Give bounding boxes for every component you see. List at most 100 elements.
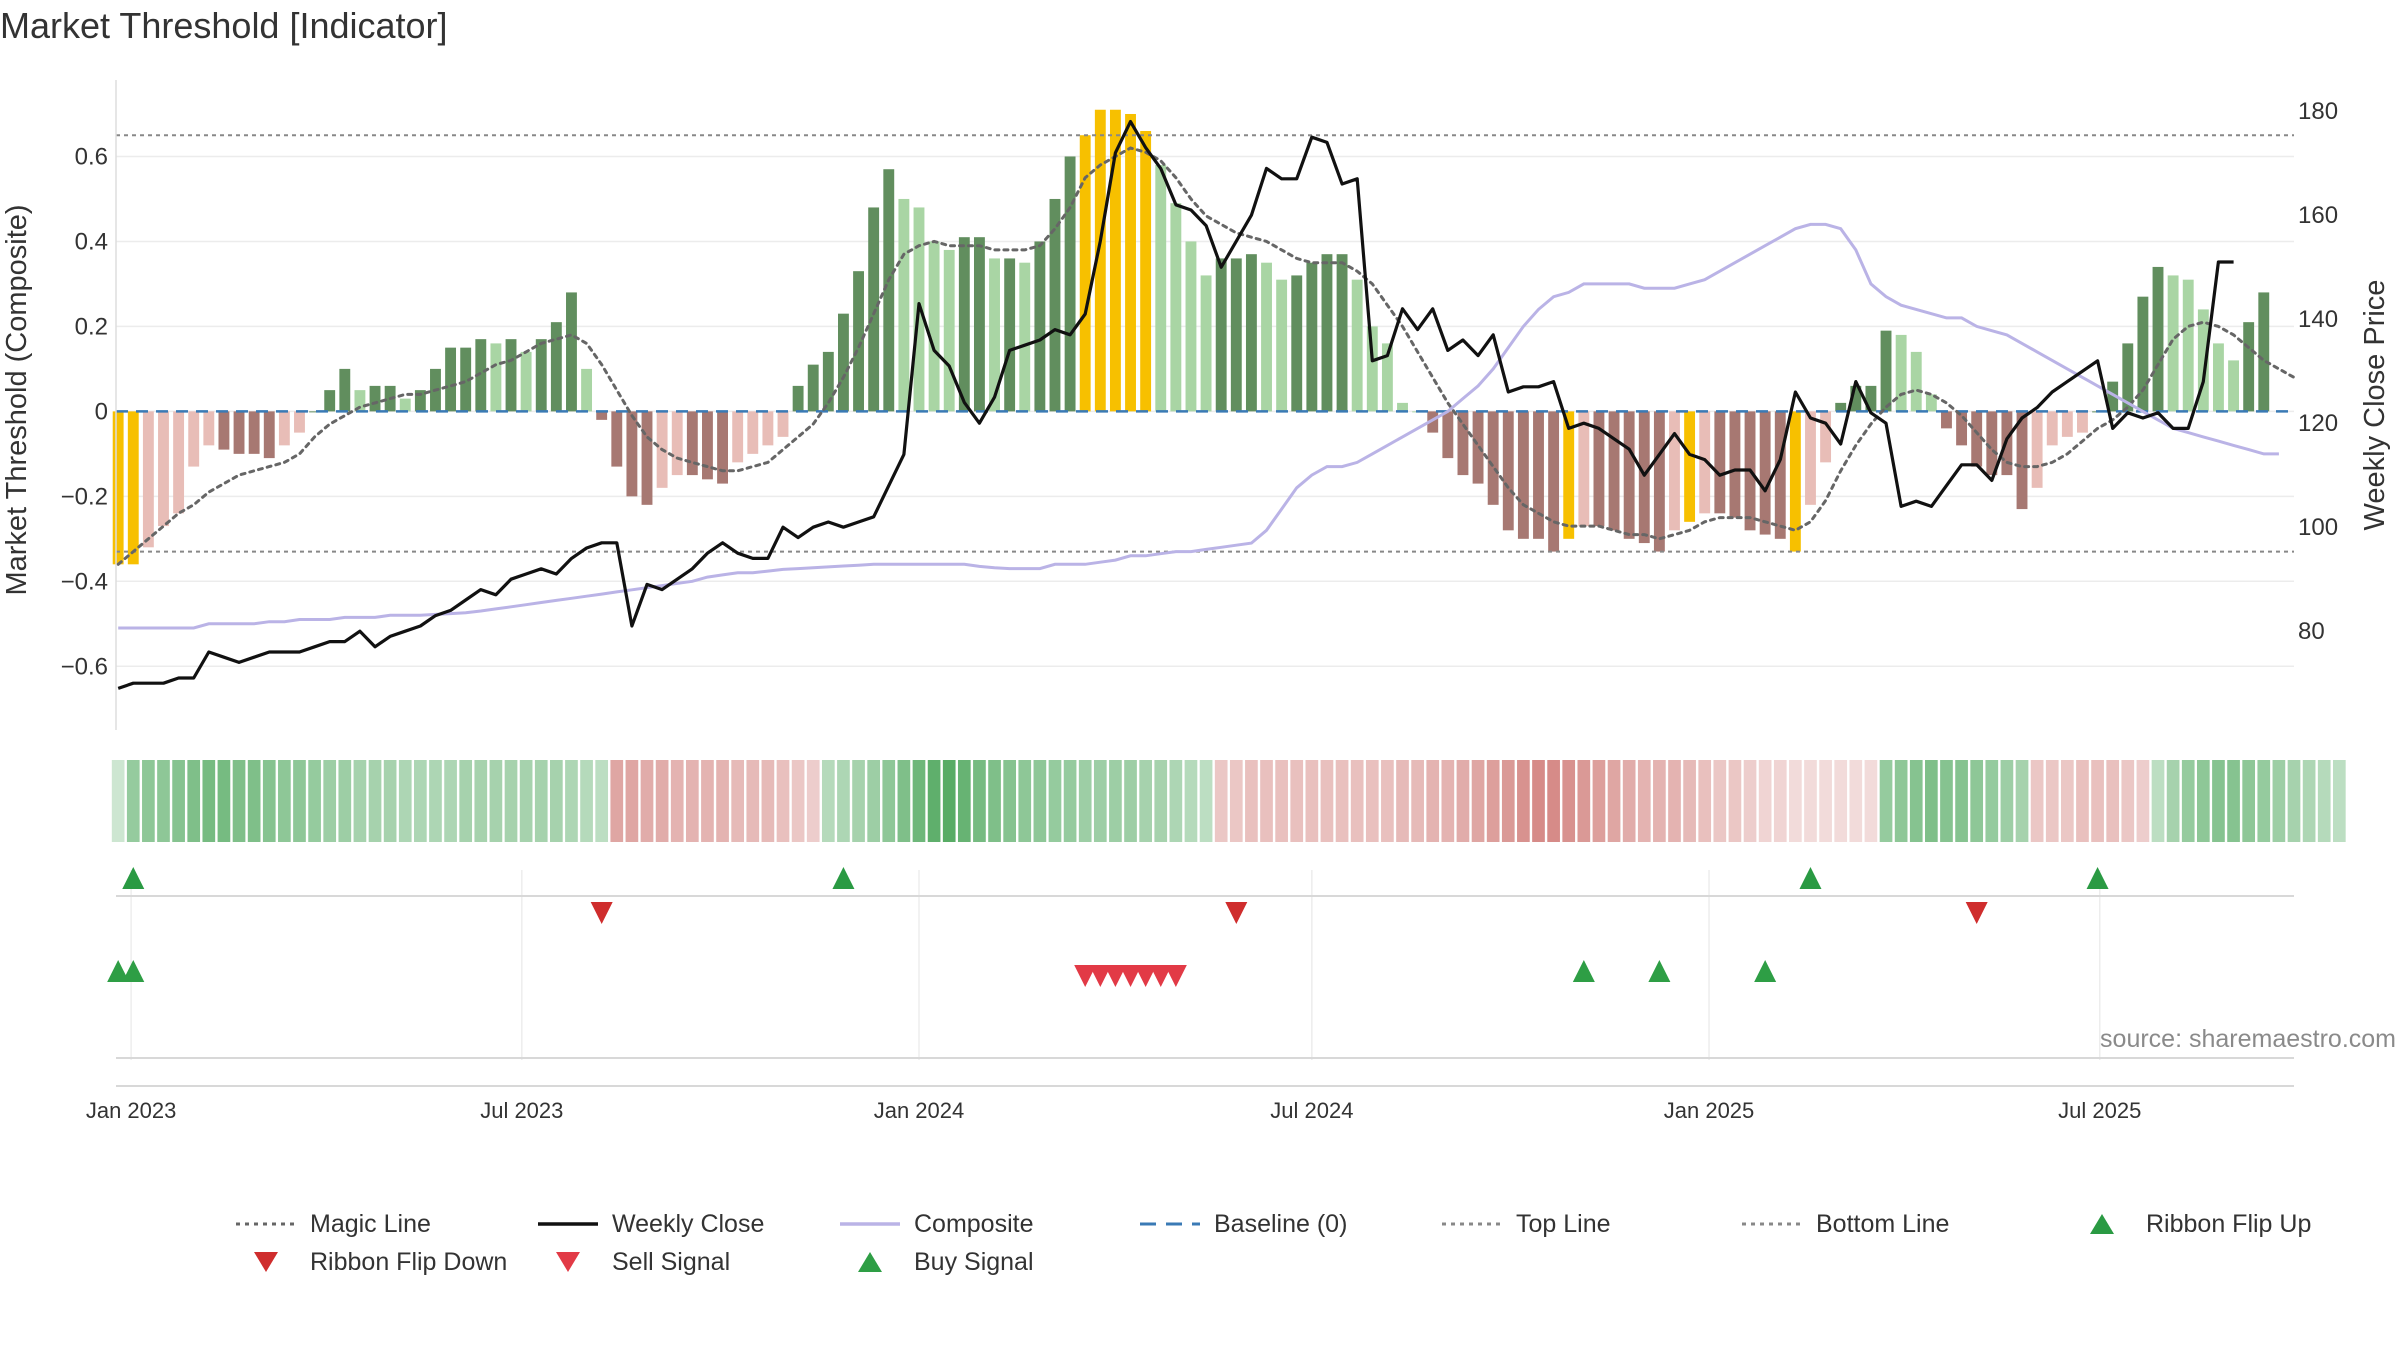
ribbon-segment xyxy=(1003,760,1016,842)
composite-bar xyxy=(898,198,910,412)
x-tick-label: Jul 2025 xyxy=(2058,1098,2141,1123)
composite-bar xyxy=(1381,343,1393,412)
composite-bar xyxy=(2031,411,2043,488)
composite-bar xyxy=(1623,411,1635,539)
ribbon-segment xyxy=(1411,760,1424,842)
ribbon-segment xyxy=(1909,760,1923,842)
legend-label: Buy Signal xyxy=(914,1248,1034,1276)
ribbon-segment xyxy=(2106,760,2120,842)
composite-bar xyxy=(1986,411,1998,476)
legend-item: Top Line xyxy=(1442,1210,1611,1238)
ribbon-segment xyxy=(1260,760,1273,842)
ribbon-flip-up-marker xyxy=(122,867,145,889)
ribbon-segment xyxy=(157,760,170,842)
ribbon-segment xyxy=(625,760,639,842)
composite-bar xyxy=(792,385,804,412)
composite-bar xyxy=(2213,343,2224,412)
composite-line xyxy=(118,222,2279,630)
legend-item: Composite xyxy=(840,1210,1034,1238)
legend-item: Baseline (0) xyxy=(1140,1210,1347,1238)
composite-bar xyxy=(1155,164,1167,412)
y-tick-label: 0 xyxy=(95,398,108,425)
composite-bar xyxy=(1638,411,1650,544)
buy-signal-marker xyxy=(1754,960,1777,982)
composite-bar xyxy=(1019,262,1031,412)
ribbon-segment xyxy=(142,760,155,842)
composite-bar xyxy=(732,411,744,463)
composite-bar xyxy=(1291,275,1303,412)
composite-bar xyxy=(490,343,502,412)
composite-bar xyxy=(294,411,305,433)
ribbon-segment xyxy=(1124,760,1137,842)
ribbon-segment xyxy=(1381,760,1394,842)
ribbon-segment xyxy=(2181,760,2195,842)
composite-bar xyxy=(611,411,623,467)
ribbon-segment xyxy=(610,760,624,842)
legend-label: Ribbon Flip Down xyxy=(310,1248,507,1276)
ribbon-segment xyxy=(1501,760,1515,842)
composite-bar xyxy=(2258,292,2270,412)
ribbon-segment xyxy=(973,760,986,842)
ribbon-segment xyxy=(1879,760,1893,842)
sell-signal-marker xyxy=(1104,965,1127,987)
y2-tick-label: 160 xyxy=(2298,202,2338,229)
legend-item: Weekly Close xyxy=(538,1210,764,1238)
ribbon-segment xyxy=(2151,760,2165,842)
composite-bar xyxy=(702,411,713,480)
ribbon-segment xyxy=(519,760,533,842)
ribbon-segment xyxy=(912,760,926,842)
ribbon-segment xyxy=(580,760,593,842)
composite-bar xyxy=(1895,334,1907,412)
composite-bar xyxy=(747,411,759,454)
ribbon-segment xyxy=(1396,760,1409,842)
y-tick-label: −0.4 xyxy=(61,568,108,595)
ribbon-segment xyxy=(1078,760,1092,842)
composite-bar xyxy=(1971,411,1983,467)
composite-bar xyxy=(1321,254,1333,412)
ribbon-segment xyxy=(1622,760,1636,842)
legend-item: Bottom Line xyxy=(1742,1210,1949,1238)
composite-bar xyxy=(1064,156,1076,412)
ribbon-segment xyxy=(1955,760,1968,842)
legend-label: Composite xyxy=(914,1210,1034,1238)
ribbon-segment xyxy=(398,760,412,842)
ribbon-segment xyxy=(852,760,865,842)
composite-bar xyxy=(1578,411,1590,527)
ribbon-segment xyxy=(1169,760,1183,842)
composite-bar xyxy=(1774,411,1786,539)
sell-signal-marker xyxy=(1164,965,1187,987)
composite-bar xyxy=(1593,411,1605,527)
composite-bar xyxy=(324,390,336,412)
ribbon-segment xyxy=(1713,760,1727,842)
legend-label: Sell Signal xyxy=(612,1248,730,1276)
ribbon-flip-up-marker xyxy=(832,867,855,889)
ribbon-segment xyxy=(776,760,790,842)
x-tick-label: Jul 2024 xyxy=(1270,1098,1353,1123)
ribbon-segment xyxy=(338,760,352,842)
composite-bar xyxy=(158,411,169,527)
composite-bar xyxy=(460,347,472,412)
ribbon-segment xyxy=(474,760,488,842)
ribbon-segment xyxy=(2121,760,2135,842)
composite-bar xyxy=(1820,411,1832,463)
ribbon-segment xyxy=(1109,760,1122,842)
y2-tick-label: 120 xyxy=(2298,410,2338,437)
composite-bar xyxy=(1442,411,1454,459)
composite-bar xyxy=(414,390,426,412)
ribbon-segment xyxy=(1849,760,1863,842)
legend: Magic Line Weekly Close Composite Baseline … xyxy=(236,1210,2311,1276)
composite-bar xyxy=(248,411,260,454)
ribbon-segment xyxy=(957,760,971,842)
composite-bar xyxy=(142,411,154,548)
lines-layer xyxy=(116,119,2296,690)
ribbon-segment xyxy=(1819,760,1832,842)
ribbon-segment xyxy=(1894,760,1908,842)
ribbon-segment xyxy=(126,760,140,842)
ribbon-segment xyxy=(2332,760,2346,842)
ribbon-segment xyxy=(1637,760,1651,842)
y2-axis-title: Weekly Close Price xyxy=(2359,280,2391,531)
ribbon-segment xyxy=(821,760,835,842)
ribbon-segment xyxy=(414,760,427,842)
composite-bar xyxy=(1094,109,1106,412)
ribbon-segment xyxy=(1350,760,1364,842)
